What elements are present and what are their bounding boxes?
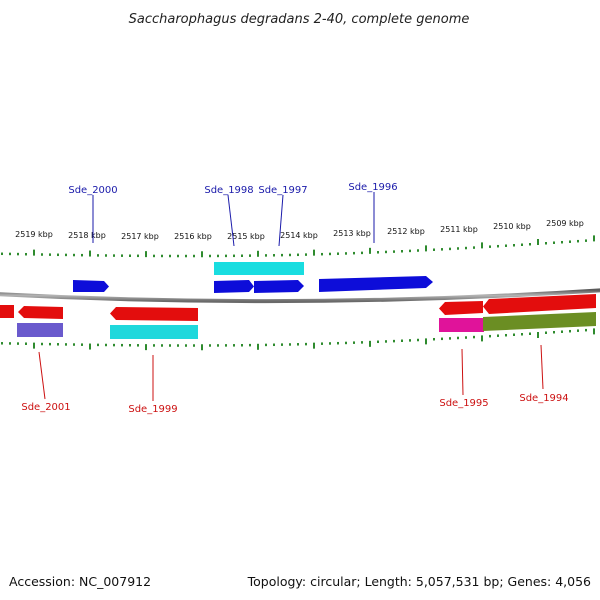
gene-feature[interactable] <box>110 307 198 321</box>
forward-strand-features <box>73 262 433 293</box>
accession-text: Accession: NC_007912 <box>9 574 151 589</box>
genome-summary-text: Topology: circular; Length: 5,057,531 bp… <box>247 574 591 589</box>
gene-label-sde-1995[interactable]: Sde_1995 <box>439 398 488 409</box>
label-leader-line <box>38 351 46 400</box>
rna-feature[interactable] <box>254 262 304 275</box>
gene-feature[interactable] <box>18 306 63 319</box>
gene-label-sde-1997[interactable]: Sde_1997 <box>258 185 307 196</box>
tick-label: 2515 kbp <box>227 232 265 241</box>
tick-label: 2512 kbp <box>387 227 425 236</box>
rna-feature[interactable] <box>17 323 63 337</box>
gene-feature[interactable] <box>0 305 14 318</box>
map-title: Saccharophagus degradans 2-40, complete … <box>129 12 470 27</box>
gene-label-sde-2001[interactable]: Sde_2001 <box>21 402 70 413</box>
gene-feature[interactable] <box>439 301 483 315</box>
tick-label: 2510 kbp <box>493 222 531 231</box>
label-leader-line <box>461 348 464 396</box>
tick-label: 2519 kbp <box>15 230 53 239</box>
gene-label-sde-1996[interactable]: Sde_1996 <box>348 182 397 193</box>
tick-label: 2516 kbp <box>174 232 212 241</box>
gene-feature[interactable] <box>73 280 109 292</box>
tick-row-bottom <box>1 328 595 351</box>
genome-backbone <box>0 288 600 304</box>
gene-feature[interactable] <box>214 280 254 293</box>
gene-feature[interactable] <box>483 294 596 314</box>
reverse-gene-labels: Sde_2001 Sde_1999 Sde_1995 Sde_1994 <box>21 344 569 415</box>
tick-label: 2518 kbp <box>68 231 106 240</box>
gene-feature[interactable] <box>254 280 304 293</box>
forward-gene-labels: Sde_2000 Sde_1998 Sde_1997 Sde_1996 <box>68 182 398 247</box>
gene-label-sde-1994[interactable]: Sde_1994 <box>519 393 568 404</box>
tick-labels: 2519 kbp 2518 kbp 2517 kbp 2516 kbp 2515… <box>15 219 584 241</box>
rna-feature[interactable] <box>214 262 254 275</box>
label-leader-line <box>278 194 284 247</box>
gene-label-sde-1999[interactable]: Sde_1999 <box>128 404 177 415</box>
tick-label: 2514 kbp <box>280 231 318 240</box>
tick-label: 2517 kbp <box>121 232 159 241</box>
rna-feature[interactable] <box>110 325 198 339</box>
tick-label: 2513 kbp <box>333 229 371 238</box>
rna-feature[interactable] <box>483 312 596 331</box>
tick-label: 2511 kbp <box>440 225 478 234</box>
tick-row-top <box>1 235 595 258</box>
gene-label-sde-1998[interactable]: Sde_1998 <box>204 185 253 196</box>
label-leader-line <box>540 344 544 390</box>
rna-feature[interactable] <box>439 318 484 332</box>
gene-label-sde-2000[interactable]: Sde_2000 <box>68 185 117 196</box>
reverse-strand-features <box>0 294 596 339</box>
tick-label: 2509 kbp <box>546 219 584 228</box>
label-leader-line <box>227 194 235 247</box>
gene-feature[interactable] <box>319 276 433 292</box>
